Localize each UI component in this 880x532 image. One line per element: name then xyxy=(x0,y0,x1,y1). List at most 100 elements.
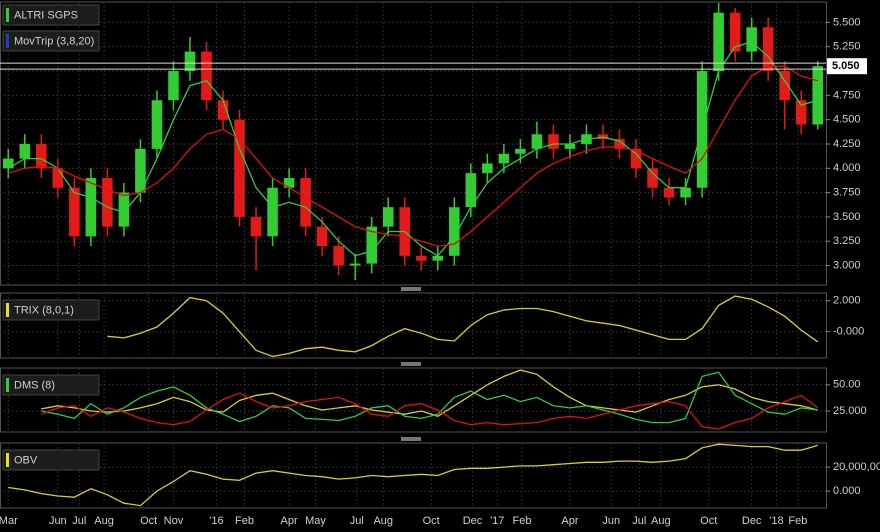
y-tick-label: 0.000 xyxy=(833,485,861,497)
series-line xyxy=(41,369,818,418)
x-tick-label: '18 xyxy=(769,515,783,527)
candle-body xyxy=(415,255,427,261)
x-tick-label: Jun xyxy=(49,515,67,527)
series-line xyxy=(8,443,818,507)
x-tick-label: Feb xyxy=(513,515,532,527)
x-tick-label: Jul xyxy=(632,515,646,527)
x-tick-label: Nov xyxy=(164,515,184,527)
x-tick-label: Jul xyxy=(350,515,364,527)
x-tick-label: Apr xyxy=(561,515,578,527)
candle-body xyxy=(382,207,394,227)
x-tick-label: '16 xyxy=(209,515,223,527)
x-tick-label: May xyxy=(305,515,326,527)
candle-body xyxy=(2,158,14,169)
y-tick-label: 4.750 xyxy=(833,89,861,101)
candle-body xyxy=(548,134,559,149)
legend-label: DMS (8) xyxy=(14,379,55,391)
y-tick-label: 4.000 xyxy=(833,162,861,174)
x-tick-label: Dec xyxy=(463,515,483,527)
candle-body xyxy=(267,187,278,237)
candle-body xyxy=(366,226,377,264)
candle-body xyxy=(135,148,146,193)
candle-body xyxy=(812,66,824,125)
panel-splitter[interactable] xyxy=(401,437,421,441)
y-tick-label: 5.500 xyxy=(833,16,861,28)
candle-body xyxy=(432,255,444,261)
candle-body xyxy=(449,207,460,256)
legend-swatch xyxy=(6,8,9,22)
candle-body xyxy=(482,163,493,174)
legend-swatch xyxy=(6,453,9,467)
x-tick-label: Feb xyxy=(788,515,807,527)
candle-body xyxy=(762,27,774,72)
legend-label: OBV xyxy=(14,454,38,466)
series-line xyxy=(107,295,819,358)
y-tick-label: 3.500 xyxy=(833,211,861,223)
panel-frame xyxy=(0,292,827,359)
candle-body xyxy=(647,168,658,188)
x-tick-label: Oct xyxy=(423,515,440,527)
candle-body xyxy=(515,148,526,154)
legend-box xyxy=(2,374,100,396)
candle-body xyxy=(151,100,163,149)
series-line xyxy=(8,65,818,247)
candle-body xyxy=(69,187,80,237)
panel-frame xyxy=(0,442,827,509)
candle-body xyxy=(746,27,757,52)
last-price-label: 5.050 xyxy=(832,60,860,72)
candle-body xyxy=(564,143,576,149)
candle-body xyxy=(614,139,625,149)
candle-body xyxy=(498,153,510,164)
x-tick-label: Jun xyxy=(602,515,620,527)
candle-body xyxy=(795,100,807,125)
candle-body xyxy=(184,51,196,72)
x-tick-label: Jul xyxy=(72,515,86,527)
series-line xyxy=(41,371,818,424)
panel-frame xyxy=(0,367,827,433)
x-tick-label: Oct xyxy=(700,515,717,527)
candle-body xyxy=(52,168,64,188)
x-tick-label: Apr xyxy=(281,515,298,527)
x-tick-label: Aug xyxy=(651,515,671,527)
panel-splitter[interactable] xyxy=(401,287,421,291)
candle-body xyxy=(250,216,262,237)
y-tick-label: 4.250 xyxy=(833,138,861,150)
candle-body xyxy=(349,263,361,266)
y-tick-label: 3.000 xyxy=(833,259,861,271)
candle-body xyxy=(234,119,245,217)
legend-swatch xyxy=(6,303,9,317)
x-tick-label: Aug xyxy=(373,515,393,527)
candle-body xyxy=(300,178,311,227)
candle-body xyxy=(630,148,642,169)
candle-body xyxy=(531,134,543,149)
series-line xyxy=(41,392,819,430)
y-tick-label: 5.250 xyxy=(833,41,861,53)
candle-body xyxy=(85,178,97,237)
candle-body xyxy=(779,71,790,101)
y-tick-label: 3.750 xyxy=(833,187,861,199)
y-tick-label: 4.500 xyxy=(833,114,861,126)
candle-body xyxy=(283,178,295,188)
x-tick-label: Dec xyxy=(742,515,762,527)
candle-body xyxy=(36,143,47,169)
x-tick-label: Feb xyxy=(235,515,254,527)
legend-box xyxy=(2,299,100,321)
x-tick-label: Aug xyxy=(94,515,114,527)
candle-body xyxy=(118,192,130,227)
candle-body xyxy=(217,100,229,120)
candle-body xyxy=(102,178,113,227)
candle-body xyxy=(713,12,724,72)
candle-body xyxy=(168,71,179,101)
legend-label: TRIX (8,0,1) xyxy=(14,304,74,316)
candle-body xyxy=(19,143,31,159)
legend-swatch xyxy=(6,34,9,48)
last-price-box xyxy=(827,58,867,75)
x-tick-label: Mar xyxy=(0,515,18,527)
legend-label: MovTrip (3,8,20) xyxy=(14,35,94,47)
legend-box xyxy=(2,449,100,471)
candle-body xyxy=(201,51,212,101)
panel-splitter[interactable] xyxy=(401,362,421,366)
legend-swatch xyxy=(6,378,9,392)
legend-label: ALTRI SGPS xyxy=(14,9,78,21)
